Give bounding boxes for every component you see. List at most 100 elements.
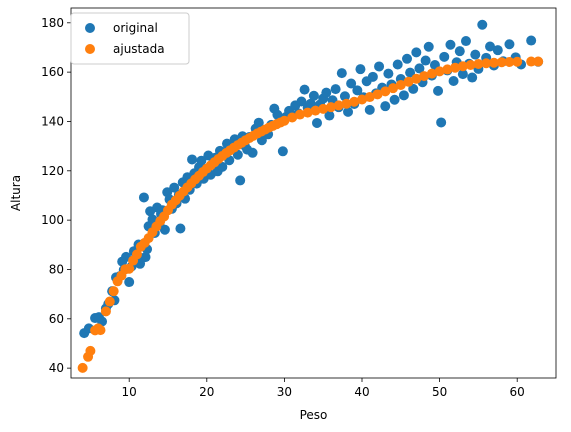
ajustada-point (395, 79, 406, 90)
ajustada-point (77, 362, 88, 373)
original-point (439, 51, 450, 62)
original-point (187, 154, 198, 165)
original-point (402, 53, 413, 64)
y-tick-label: 100 (41, 213, 64, 227)
ajustada-point (325, 102, 336, 113)
ajustada-point (473, 58, 484, 69)
ajustada-point (364, 92, 375, 103)
ajustada-point (108, 286, 119, 297)
original-point (277, 146, 288, 157)
ajustada-point (526, 56, 537, 67)
legend-label-ajustada: ajustada (113, 42, 165, 56)
y-axis: 40 60 80 100 120 140 160 180 (41, 16, 71, 375)
x-tick-label: 20 (199, 385, 214, 399)
original-point (398, 90, 409, 101)
ajustada-point (357, 94, 367, 105)
x-tick-label: 60 (510, 385, 525, 399)
legend-box (70, 12, 190, 65)
ajustada-point (131, 249, 142, 260)
y-tick-label: 60 (49, 312, 64, 326)
ajustada-point (403, 76, 414, 87)
y-tick-label: 80 (49, 262, 64, 276)
legend-marker-ajustada (85, 44, 95, 54)
ajustada-point (100, 306, 111, 317)
original-point (504, 39, 515, 50)
ajustada-point (302, 107, 313, 118)
original-point (296, 96, 307, 107)
ajustada-point (310, 105, 321, 116)
original-point (336, 68, 347, 79)
original-point (408, 83, 419, 94)
original-point (124, 277, 135, 288)
y-tick-label: 40 (49, 361, 64, 375)
x-axis-label: Peso (300, 408, 328, 422)
original-point (485, 41, 496, 52)
ajustada-point (333, 100, 344, 111)
y-axis-label: Altura (9, 175, 23, 211)
series-ajustada (77, 56, 544, 373)
ajustada-point (465, 59, 476, 70)
plot-frame (70, 7, 557, 379)
original-point (253, 117, 264, 128)
original-point (383, 68, 394, 79)
original-point (445, 39, 456, 50)
ajustada-point (426, 68, 437, 79)
original-point (352, 85, 363, 96)
y-tick-label: 120 (41, 164, 64, 178)
y-tick-label: 140 (41, 114, 64, 128)
original-point (460, 36, 471, 47)
ajustada-point (488, 57, 499, 68)
ajustada-point (318, 103, 329, 114)
original-point (159, 224, 170, 235)
original-point (374, 61, 385, 72)
original-point (414, 63, 425, 74)
ajustada-point (95, 325, 106, 336)
ajustada-point (341, 98, 352, 109)
original-point (433, 85, 444, 96)
x-tick-label: 30 (277, 385, 292, 399)
original-point (217, 161, 228, 172)
ajustada-point (349, 96, 360, 107)
x-tick-label: 10 (122, 385, 137, 399)
original-point (311, 117, 322, 128)
legend-label-original: original (113, 21, 158, 35)
ajustada-point (481, 58, 492, 69)
original-point (343, 106, 354, 117)
original-point (492, 45, 503, 56)
original-point (196, 155, 207, 166)
original-point (324, 110, 335, 121)
ajustada-point (388, 83, 399, 94)
original-point (330, 84, 341, 95)
ajustada-point (294, 109, 305, 120)
original-point (321, 87, 332, 98)
original-point (235, 175, 246, 186)
ajustada-point (411, 73, 422, 84)
original-point (436, 117, 447, 128)
x-tick-label: 50 (432, 385, 447, 399)
data-points (77, 19, 544, 373)
x-axis: 10 20 30 40 50 60 (122, 378, 525, 399)
legend: original ajustada (70, 12, 190, 65)
original-point (526, 35, 537, 46)
ajustada-point (124, 263, 135, 274)
ajustada-point (419, 71, 430, 82)
original-point (405, 67, 416, 78)
original-point (457, 69, 468, 80)
original-point (299, 84, 310, 95)
original-point (247, 147, 258, 158)
y-tick-label: 180 (41, 16, 64, 30)
ajustada-point (496, 57, 507, 68)
original-point (420, 55, 431, 66)
original-point (477, 19, 488, 30)
ajustada-point (287, 112, 298, 123)
ajustada-point (512, 56, 523, 67)
ajustada-point (104, 296, 115, 307)
ajustada-point (450, 62, 461, 73)
original-point (169, 182, 180, 193)
original-point (389, 94, 400, 105)
ajustada-point (434, 66, 445, 77)
original-point (367, 71, 378, 82)
original-point (470, 49, 481, 60)
original-point (355, 64, 366, 75)
